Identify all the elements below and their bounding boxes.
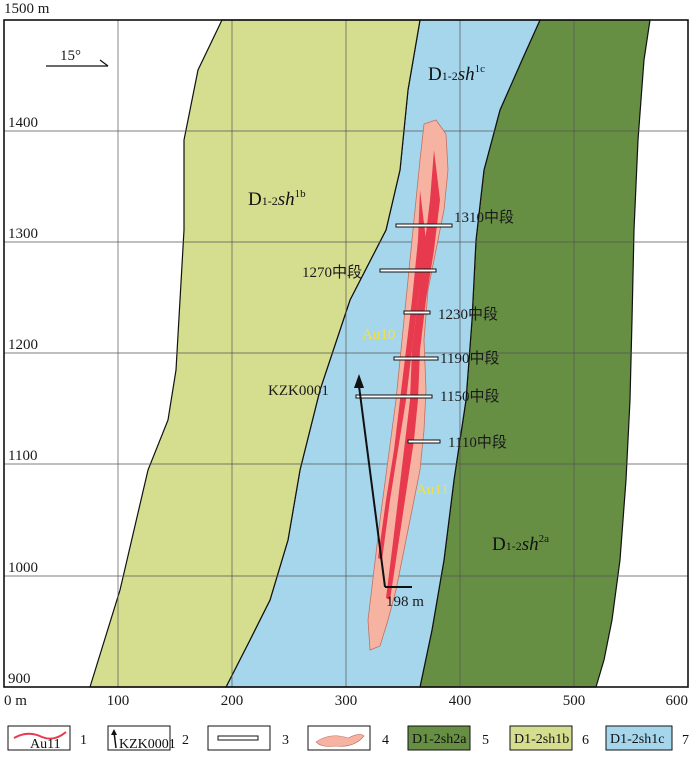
level-bar-1110 [407,439,441,444]
level-label-1110: 1110中段 [448,434,507,451]
orebody-vein-secondary [378,190,426,560]
x-tick-500: 500 [563,693,586,709]
legend-box-6 [509,725,573,751]
drill-depth-label: 198 m [386,594,424,610]
y-tick-1000: 1000 [8,560,38,576]
level-bar-1190 [393,356,439,361]
x-tick-0: 0 m [4,693,27,709]
level-label-1150: 1150中段 [440,388,499,405]
y-tick-1200: 1200 [8,337,38,353]
legend-vein-icon [13,731,67,740]
legend-num-1: 1 [80,733,87,748]
legend-box-7 [605,725,673,751]
grid-lines [4,20,688,687]
legend-num-4: 4 [382,733,389,748]
x-tick-200: 200 [221,693,244,709]
orebody-label-au11: Au11 [416,482,449,498]
orebody-vein-main [386,150,440,600]
legend-label-6: D1-2sh1b [514,732,569,747]
legend-label-5: D1-2sh2a [412,732,467,747]
y-tick-1300: 1300 [8,226,38,242]
x-tick-600: 600 [666,693,689,709]
formation-sh1b-area [89,19,421,688]
drill-label: KZK0001 [268,383,329,399]
level-bar-1230 [403,310,431,315]
legend-num-7: 7 [682,733,689,748]
legend-box-5 [407,725,471,751]
legend-drill-arrow-icon [111,729,117,735]
legend-level-icon [217,735,259,741]
legend-label-7: D1-2sh1c [610,732,664,747]
x-tick-300: 300 [335,693,358,709]
formation-label-sh2a: D1-2sh2a [492,533,549,555]
legend: Au11 1 KZK0001 2 3 4 D1-2sh2a 5 D1-2sh1b… [7,725,689,752]
legend-num-6: 6 [582,733,589,748]
legend-box-2 [107,725,171,751]
legend-box-1 [7,725,71,751]
legend-label-2: KZK0001 [119,737,176,752]
formation-label-sh1c: D1-2sh1c [428,63,485,85]
map-frame [3,19,689,688]
level-label-1230: 1230中段 [438,306,498,323]
legend-label-1: Au11 [30,737,61,752]
y-axis-title: 1500 m [4,1,50,17]
x-tick-400: 400 [449,693,472,709]
legend-num-2: 2 [182,733,189,748]
level-label-1270: 1270中段 [302,264,362,281]
y-tick-900: 900 [8,671,31,687]
x-tick-100: 100 [107,693,130,709]
level-bar-1310 [395,223,453,228]
y-tick-1100: 1100 [8,448,37,464]
drill-arrow-icon [354,374,364,388]
y-tick-1400: 1400 [8,115,38,131]
azimuth-label: 15° [60,48,81,64]
azimuth-arrow-icon [46,59,109,67]
level-label-1190: 1190中段 [440,350,499,367]
level-label-1310: 1310中段 [454,209,514,226]
legend-num-5: 5 [482,733,489,748]
level-bars [355,223,453,444]
legend-num-3: 3 [282,733,289,748]
legend-halo-icon [315,734,365,747]
orebody-label-au10: Au10 [362,327,395,343]
level-bar-1270 [379,268,437,273]
level-bar-1150 [355,394,433,399]
formation-label-sh1b: D1-2sh1b [248,188,306,210]
